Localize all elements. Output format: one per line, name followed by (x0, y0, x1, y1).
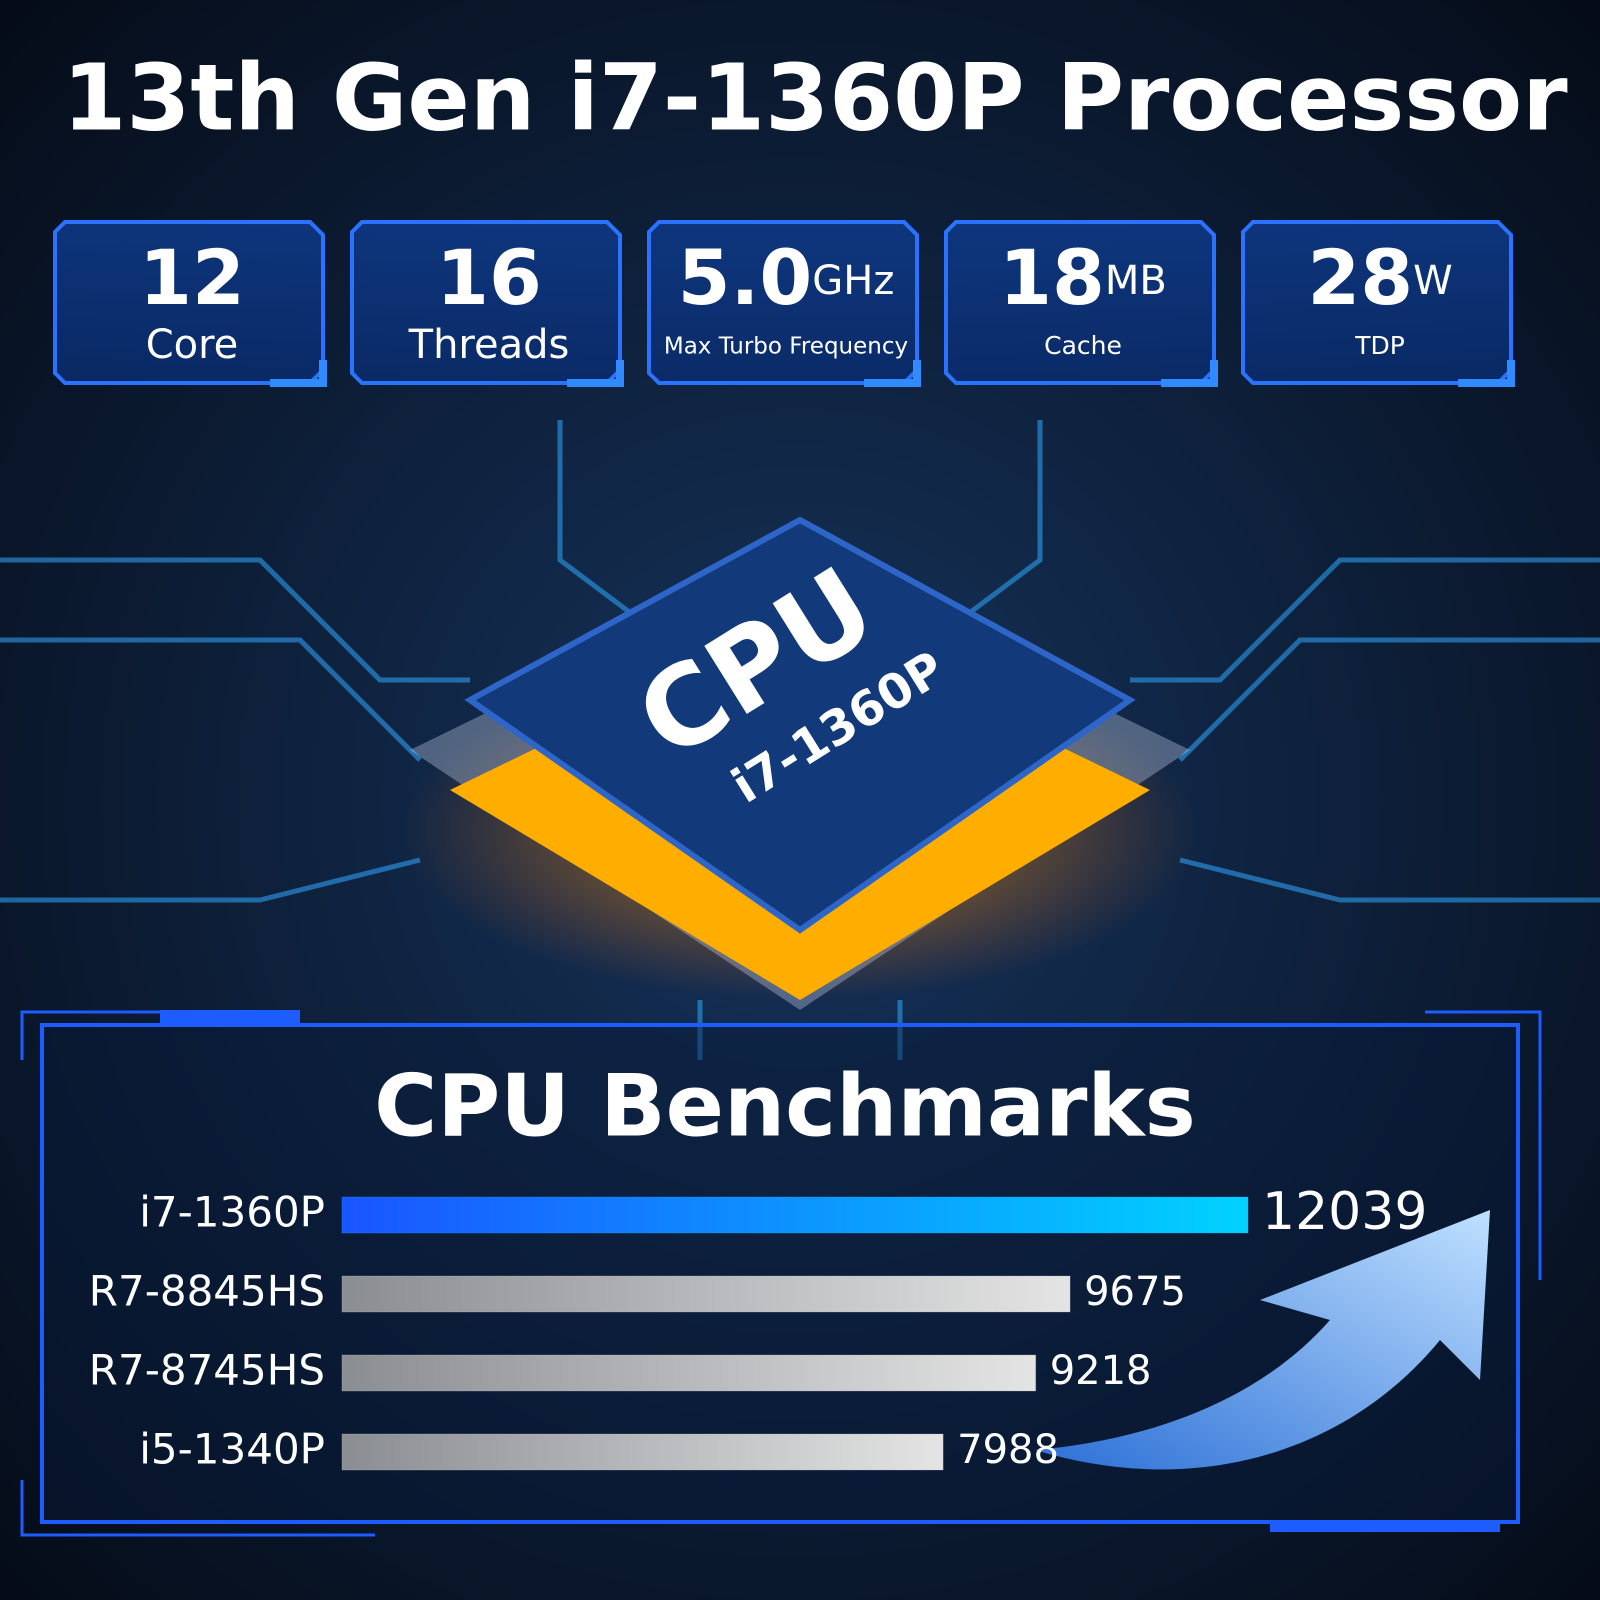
spec-value: 28W (1307, 233, 1452, 322)
bar-chart: i7-1360P 12039 R7-8845HS 9675 R7-8745HS 9218 i… (89, 1182, 1428, 1474)
bar (341, 1433, 944, 1471)
spec-label: Core (146, 322, 239, 368)
bar (341, 1196, 1249, 1234)
chip: CPU i7-1360P (410, 516, 1190, 1010)
bar (341, 1275, 1071, 1313)
spec-label: Threads (408, 322, 570, 368)
spec-number: 12 (139, 233, 245, 322)
spec-label: Max Turbo Frequency (664, 334, 908, 360)
spec-label: Cache (1044, 331, 1122, 360)
chart-title: CPU Benchmarks (374, 1056, 1196, 1156)
spec-box: 28W TDP (1241, 220, 1515, 387)
circuit-traces (0, 420, 1600, 1060)
spec-box: 18MB Cache (944, 220, 1218, 387)
spec-accent (1458, 360, 1515, 387)
spec-accent (567, 360, 624, 387)
value-label: 7988 (957, 1427, 1059, 1473)
spec-accent (864, 360, 921, 387)
spec-unit: GHz (812, 258, 894, 304)
spec-value: 18MB (999, 233, 1167, 322)
page-title: 13th Gen i7-1360P Processor (62, 44, 1568, 151)
spec-accent (1161, 360, 1218, 387)
category-label: i5-1340P (139, 1425, 325, 1474)
category-label: R7-8745HS (89, 1346, 325, 1395)
spec-number: 18 (999, 233, 1105, 322)
value-label: 12039 (1262, 1182, 1427, 1242)
spec-unit: MB (1105, 258, 1167, 304)
value-label: 9218 (1050, 1348, 1152, 1394)
value-label: 9675 (1084, 1269, 1186, 1315)
spec-accent (270, 360, 327, 387)
spec-value: 5.0GHz (678, 233, 895, 322)
spec-unit: W (1413, 258, 1453, 304)
arrow-graphic (1035, 1210, 1490, 1470)
spec-number: 16 (436, 233, 542, 322)
spec-value: 16 (436, 233, 542, 322)
spec-value: 12 (139, 233, 245, 322)
spec-box: 5.0GHz Max Turbo Frequency (647, 220, 921, 387)
category-label: R7-8845HS (89, 1267, 325, 1316)
bar (341, 1354, 1037, 1392)
spec-number: 5.0 (678, 233, 813, 322)
category-label: i7-1360P (139, 1188, 325, 1237)
spec-number: 28 (1307, 233, 1413, 322)
spec-label: TDP (1354, 331, 1405, 360)
